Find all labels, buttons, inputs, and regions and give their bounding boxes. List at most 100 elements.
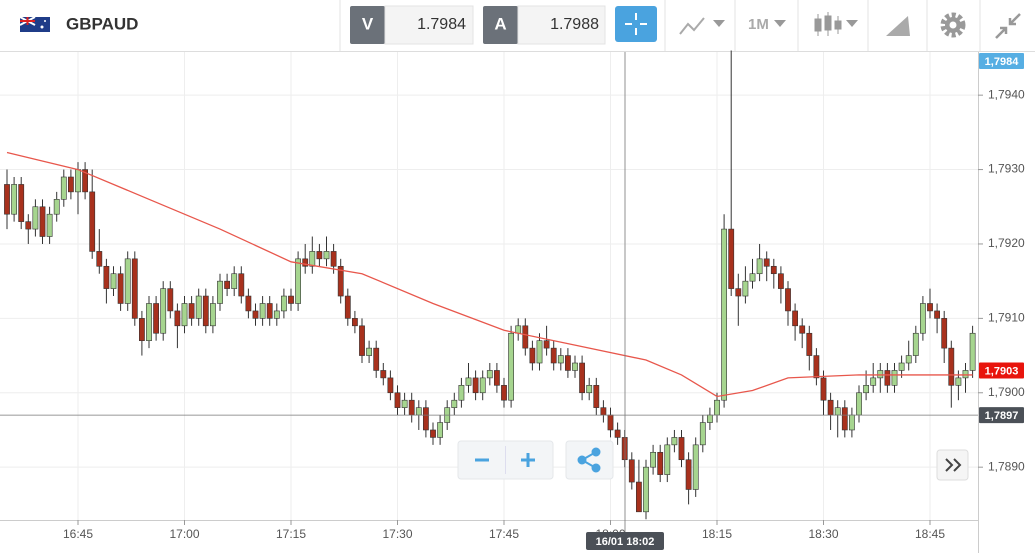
x-tick-label: 17:15 [276, 527, 306, 541]
plot: 1,7890 1,7900 1,7910 1,7920 1,7930 1,7940 16:4… [0, 50, 1025, 553]
candle-body [75, 169, 81, 193]
chart-type-icon[interactable] [679, 17, 705, 35]
candle-body [643, 466, 649, 513]
candle-body [344, 295, 351, 319]
price-tag-label: 1,7903 [985, 365, 1019, 377]
candle-body [607, 414, 614, 431]
candle-body [330, 251, 337, 267]
candle-body [437, 422, 443, 438]
candle-body [841, 407, 848, 431]
x-tick-label: 17:00 [169, 527, 199, 541]
y-tick-label: 1,7930 [988, 162, 1025, 176]
candle-body [508, 332, 514, 401]
x-tick-label: 17:30 [382, 527, 412, 541]
bid-price: 1.7984 [417, 16, 466, 33]
candle-body [792, 310, 798, 327]
candle-body [181, 303, 188, 327]
candle-body [486, 370, 493, 379]
candle-body [600, 407, 607, 416]
candle-body [366, 347, 372, 356]
crosshair-time-tag [586, 532, 664, 550]
candle-body [210, 303, 216, 327]
candle-body [557, 355, 564, 364]
y-tick-label: 1,7940 [988, 87, 1025, 101]
bid-box [384, 5, 474, 45]
candle-body [387, 377, 394, 394]
zoom-in[interactable] [521, 453, 535, 467]
timeframe[interactable]: 1M [748, 16, 769, 33]
candle-body [522, 325, 529, 349]
x-tick-label: 16:45 [63, 527, 93, 541]
candle-body [422, 407, 429, 431]
candle-icon[interactable] [814, 12, 842, 36]
candle-body [124, 258, 131, 304]
draw-icon[interactable] [886, 16, 910, 36]
candle-body [770, 265, 777, 275]
candle-body [742, 280, 749, 297]
candle-body [905, 355, 912, 364]
candle-body [295, 258, 301, 304]
candle-body [799, 325, 806, 334]
candle-body [252, 310, 259, 319]
candle-body [820, 377, 827, 401]
candle-body [160, 288, 167, 334]
candle-body [131, 258, 138, 319]
candle-body [593, 385, 600, 408]
candle-body [728, 228, 735, 289]
x-tick-label: 18:30 [808, 527, 838, 541]
price-tag [979, 407, 1024, 424]
candle-body [898, 362, 905, 371]
candle-body [401, 399, 408, 408]
price-tag [979, 53, 1024, 69]
price-tag-label: 1,7984 [985, 56, 1020, 68]
candle-body [238, 273, 245, 297]
candle-body [941, 318, 948, 349]
candle-body [628, 459, 635, 483]
candle-body [721, 228, 727, 401]
candle-body [834, 407, 841, 416]
crosshair-button[interactable] [615, 6, 657, 42]
candle-body [472, 377, 479, 394]
price-tag-label: 1,7897 [985, 410, 1019, 422]
candle-body [195, 295, 202, 319]
ask-box [517, 5, 606, 45]
price-tag [979, 362, 1024, 379]
bid-button[interactable] [350, 6, 385, 44]
candle-body [430, 429, 436, 438]
candle-body [962, 370, 969, 379]
candle-body [579, 362, 585, 394]
settings-icon[interactable] [940, 12, 966, 38]
candle-body [451, 399, 458, 408]
dropdown-arrow [713, 20, 725, 27]
candle-body [25, 221, 32, 230]
ask-price: 1.7988 [550, 16, 599, 33]
candle-body [337, 265, 344, 297]
candle-body [302, 258, 309, 267]
candle-body [153, 303, 159, 334]
candle-body [927, 303, 933, 312]
collapse-icon[interactable] [995, 13, 1021, 39]
y-tick-label: 1,7900 [988, 385, 1025, 399]
candle-body [749, 273, 756, 282]
candle-body [678, 437, 685, 461]
dropdown-arrow [774, 20, 786, 27]
candle-body [167, 288, 174, 312]
candle-body [550, 347, 557, 364]
candle-body [934, 310, 940, 319]
candle-body [458, 385, 465, 401]
candle-body [359, 325, 365, 356]
candle-body [89, 191, 96, 252]
candle-body [280, 295, 287, 312]
ask-button[interactable] [483, 6, 518, 44]
candle-body [316, 251, 323, 260]
x-tick-label: 18:45 [915, 527, 945, 541]
moving-average [6, 151, 973, 398]
candle-body [11, 184, 17, 215]
candle-body [224, 280, 230, 289]
candle-body [139, 318, 145, 341]
candle-body [82, 169, 88, 193]
share-button[interactable] [565, 440, 614, 480]
candle-body [60, 176, 67, 200]
candle-body [848, 414, 855, 431]
candle-body [692, 444, 699, 490]
